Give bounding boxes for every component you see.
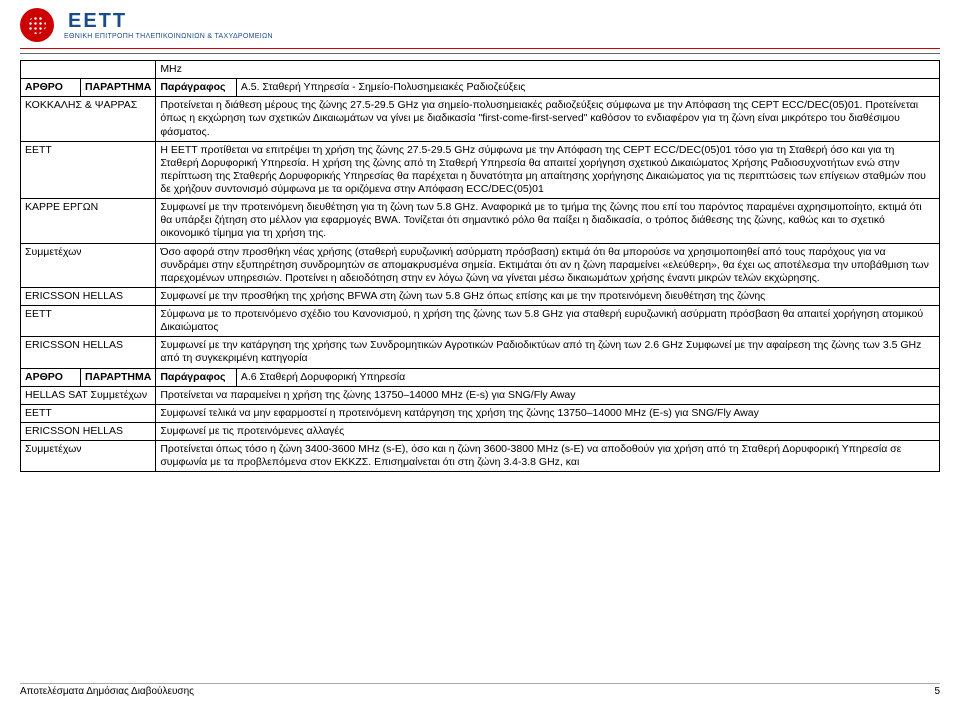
table-row: ΕΕΤΤΣυμφωνεί τελικά να μην εφαρμοστεί η … (21, 404, 940, 422)
cell-right: Συμφωνεί με τις προτεινόμενες αλλαγές (156, 422, 940, 440)
table-row: ERICSSON HELLASΣυμφωνεί με τις προτεινόμ… (21, 422, 940, 440)
footer-page-number: 5 (934, 686, 940, 697)
cell-left: ERICSSON HELLAS (21, 287, 156, 305)
paragraph-title: Α.6 Σταθερή Δορυφορική Υπηρεσία (236, 369, 939, 386)
table-row: ΚΑΡΡΕ ΕΡΓΩΝΣυμφωνεί με την προτεινόμενη … (21, 199, 940, 243)
cell-right: Συμφωνεί με την κατάργηση της χρήσης των… (156, 337, 940, 368)
paragraph-title: Α.5. Σταθερή Υπηρεσία - Σημείο-Πολυσημει… (236, 79, 939, 96)
paragraph-prefix: Παράγραφος (156, 79, 236, 96)
cell-right: Όσο αφορά στην προσθήκη νέας χρήσης (στα… (156, 243, 940, 287)
cell-left: ΚΑΡΡΕ ΕΡΓΩΝ (21, 199, 156, 243)
cell-right: Συμφωνεί με την προτεινόμενη διευθέτηση … (156, 199, 940, 243)
footer-divider (20, 683, 940, 684)
cell-right: Προτείνεται όπως τόσο η ζώνη 3400-3600 M… (156, 441, 940, 472)
page-header: EETT ΕΘΝΙΚΗ ΕΠΙΤΡΟΠΗ ΤΗΛΕΠΙΚΟΙΝΩΝΙΩΝ & Τ… (0, 0, 960, 46)
cell-right: Η ΕΕΤΤ προτίθεται να επιτρέψει τη χρήση … (156, 141, 940, 199)
table-row: ERICSSON HELLASΣυμφωνεί με την προσθήκη … (21, 287, 940, 305)
cell-left: Συμμετέχων (21, 243, 156, 287)
table-row: MHz (21, 61, 940, 79)
cell-right: ΠαράγραφοςΑ.6 Σταθερή Δορυφορική Υπηρεσί… (156, 368, 940, 386)
cell-left: ΚΟΚΚΑΛΗΣ & ΨΑΡΡΑΣ (21, 97, 156, 141)
cell-right: Προτείνεται η διάθεση μέρους της ζώνης 2… (156, 97, 940, 141)
paragraph-prefix: Παράγραφος (156, 369, 236, 386)
table-row: ERICSSON HELLASΣυμφωνεί με την κατάργηση… (21, 337, 940, 368)
cell-right: Σύμφωνα με το προτεινόμενο σχέδιο του Κα… (156, 306, 940, 337)
brand-subtitle: ΕΘΝΙΚΗ ΕΠΙΤΡΟΠΗ ΤΗΛΕΠΙΚΟΙΝΩΝΙΩΝ & ΤΑΧΥΔΡ… (64, 33, 273, 40)
footer-left: Αποτελέσματα Δημόσιας Διαβούλευσης (20, 686, 194, 697)
cell-right: Συμφωνεί με την προσθήκη της χρήσης BFWA… (156, 287, 940, 305)
table-row: ΑΡΘΡΟΠΑΡΑΡΤΗΜΑΠαράγραφοςΑ.6 Σταθερή Δορυ… (21, 368, 940, 386)
cell-left-a: ΑΡΘΡΟ (21, 79, 81, 97)
table-row: ΕΕΤΤΗ ΕΕΤΤ προτίθεται να επιτρέψει τη χρ… (21, 141, 940, 199)
cell-left: ERICSSON HELLAS (21, 337, 156, 368)
cell-right: Συμφωνεί τελικά να μην εφαρμοστεί η προτ… (156, 404, 940, 422)
brand-block: EETT ΕΘΝΙΚΗ ΕΠΙΤΡΟΠΗ ΤΗΛΕΠΙΚΟΙΝΩΝΙΩΝ & Τ… (64, 10, 273, 40)
table-row: ΚΟΚΚΑΛΗΣ & ΨΑΡΡΑΣΠροτείνεται η διάθεση μ… (21, 97, 940, 141)
cell-left-b: ΠΑΡΑΡΤΗΜΑ (81, 368, 156, 386)
cell-right: Προτείνεται να παραμείνει η χρήση της ζώ… (156, 386, 940, 404)
page-footer: Αποτελέσματα Δημόσιας Διαβούλευσης 5 (20, 683, 940, 697)
table-row: ΣυμμετέχωνΠροτείνεται όπως τόσο η ζώνη 3… (21, 441, 940, 472)
table-row: ΕΕΤΤΣύμφωνα με το προτεινόμενο σχέδιο το… (21, 306, 940, 337)
cell-left: HELLAS SAT Συμμετέχων (21, 386, 156, 404)
brand-name: EETT (68, 10, 273, 33)
cell-right: ΠαράγραφοςΑ.5. Σταθερή Υπηρεσία - Σημείο… (156, 79, 940, 97)
cell-left: ΕΕΤΤ (21, 141, 156, 199)
table-row: ΣυμμετέχωνΌσο αφορά στην προσθήκη νέας χ… (21, 243, 940, 287)
cell-right: MHz (156, 61, 940, 79)
cell-left-a: ΑΡΘΡΟ (21, 368, 81, 386)
table-row: ΑΡΘΡΟΠΑΡΑΡΤΗΜΑΠαράγραφοςΑ.5. Σταθερή Υπη… (21, 79, 940, 97)
content-table: MHzΑΡΘΡΟΠΑΡΑΡΤΗΜΑΠαράγραφοςΑ.5. Σταθερή … (20, 60, 940, 472)
table-row: HELLAS SAT ΣυμμετέχωνΠροτείνεται να παρα… (21, 386, 940, 404)
divider-red (20, 48, 940, 49)
cell-left: ΕΕΤΤ (21, 404, 156, 422)
eett-logo-icon (20, 8, 54, 42)
cell-left: ΕΕΤΤ (21, 306, 156, 337)
cell-left: Συμμετέχων (21, 441, 156, 472)
divider-black (20, 53, 940, 54)
cell-left: ERICSSON HELLAS (21, 422, 156, 440)
cell-left (21, 61, 156, 79)
cell-left-b: ΠΑΡΑΡΤΗΜΑ (81, 79, 156, 97)
